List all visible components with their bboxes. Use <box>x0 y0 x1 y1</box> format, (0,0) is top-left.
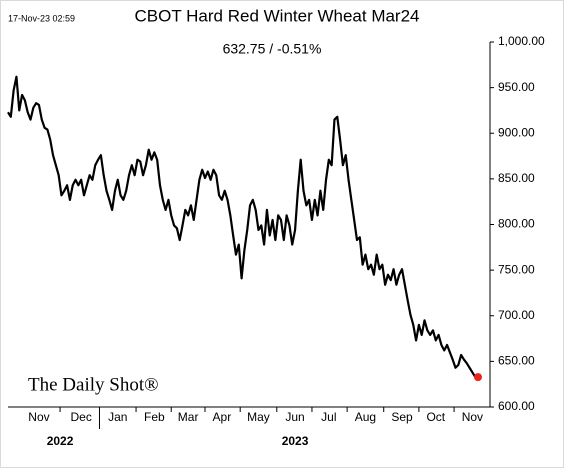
y-tick-label: 900.00 <box>498 125 535 139</box>
y-tick-label: 700.00 <box>498 308 535 322</box>
y-tick-label: 750.00 <box>498 262 535 276</box>
y-tick-label: 800.00 <box>498 217 535 231</box>
x-tick-label: Jan <box>108 410 127 424</box>
chart-title: CBOT Hard Red Winter Wheat Mar24 <box>135 6 420 25</box>
timestamp: 17-Nov-23 02:59 <box>8 13 75 23</box>
last-point <box>474 373 482 382</box>
x-tick-label: Feb <box>144 410 165 424</box>
x-tick-label: Nov <box>462 410 483 424</box>
y-tick-label: 1,000.00 <box>498 34 545 48</box>
y-tick-label: 850.00 <box>498 171 535 185</box>
y-tick-label: 650.00 <box>498 354 535 368</box>
year-label: 2022 <box>47 434 74 448</box>
source-watermark: The Daily Shot® <box>28 374 159 395</box>
x-tick-label: Mar <box>178 410 199 424</box>
year-label: 2023 <box>282 434 309 448</box>
chart-subtitle: 632.75 / -0.51% <box>223 41 322 57</box>
x-tick-label: Oct <box>426 410 445 424</box>
y-tick-label: 600.00 <box>498 399 535 413</box>
x-tick-label: Dec <box>71 410 92 424</box>
x-tick-label: Aug <box>355 410 376 424</box>
price-line <box>7 75 479 379</box>
x-tick-label: Jul <box>321 410 336 424</box>
x-tick-label: Jun <box>285 410 304 424</box>
x-tick-label: Sep <box>391 410 413 424</box>
x-tick-label: Nov <box>28 410 49 424</box>
y-tick-label: 950.00 <box>498 80 535 94</box>
x-tick-label: Apr <box>213 410 232 424</box>
x-tick-label: May <box>247 410 270 424</box>
